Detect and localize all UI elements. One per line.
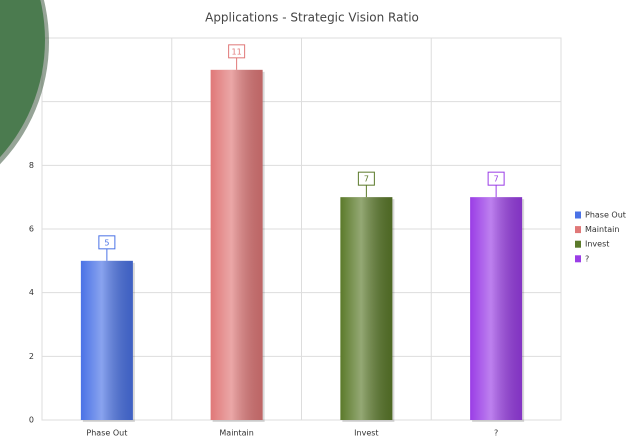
legend-swatch	[575, 255, 581, 263]
legend-label: Invest	[585, 240, 609, 249]
value-label-box	[487, 171, 505, 186]
x-tick-label: Invest	[354, 429, 378, 438]
value-label-box	[98, 235, 116, 250]
y-tick-label: 4	[29, 288, 34, 297]
x-tick-label: Phase Out	[86, 429, 127, 438]
bar-sheen	[80, 260, 133, 420]
x-tick-label: ?	[494, 429, 498, 438]
value-label: 7	[364, 175, 369, 184]
value-label: 5	[104, 238, 109, 247]
chart-title: Applications - Strategic Vision Ratio	[205, 11, 419, 25]
bar-sheen	[210, 69, 263, 420]
legend-label: ?	[585, 254, 589, 263]
legend-label: Phase Out	[585, 211, 626, 220]
y-tick-label: 8	[29, 161, 34, 170]
value-label: 7	[494, 175, 499, 184]
legend-swatch	[575, 240, 581, 248]
value-label-box	[357, 171, 375, 186]
y-tick-label: 6	[29, 225, 34, 234]
legend-swatch	[575, 226, 581, 234]
value-label: 11	[232, 47, 242, 56]
x-tick-label: Maintain	[219, 429, 253, 438]
overlay-circle	[0, 0, 45, 158]
bar-sheen	[470, 197, 523, 420]
legend-swatch	[575, 211, 581, 219]
legend-label: Maintain	[585, 225, 619, 234]
y-tick-label: 0	[29, 416, 34, 425]
value-label-box	[228, 44, 246, 59]
y-tick-label: 2	[29, 352, 34, 361]
bar-sheen	[340, 197, 393, 420]
